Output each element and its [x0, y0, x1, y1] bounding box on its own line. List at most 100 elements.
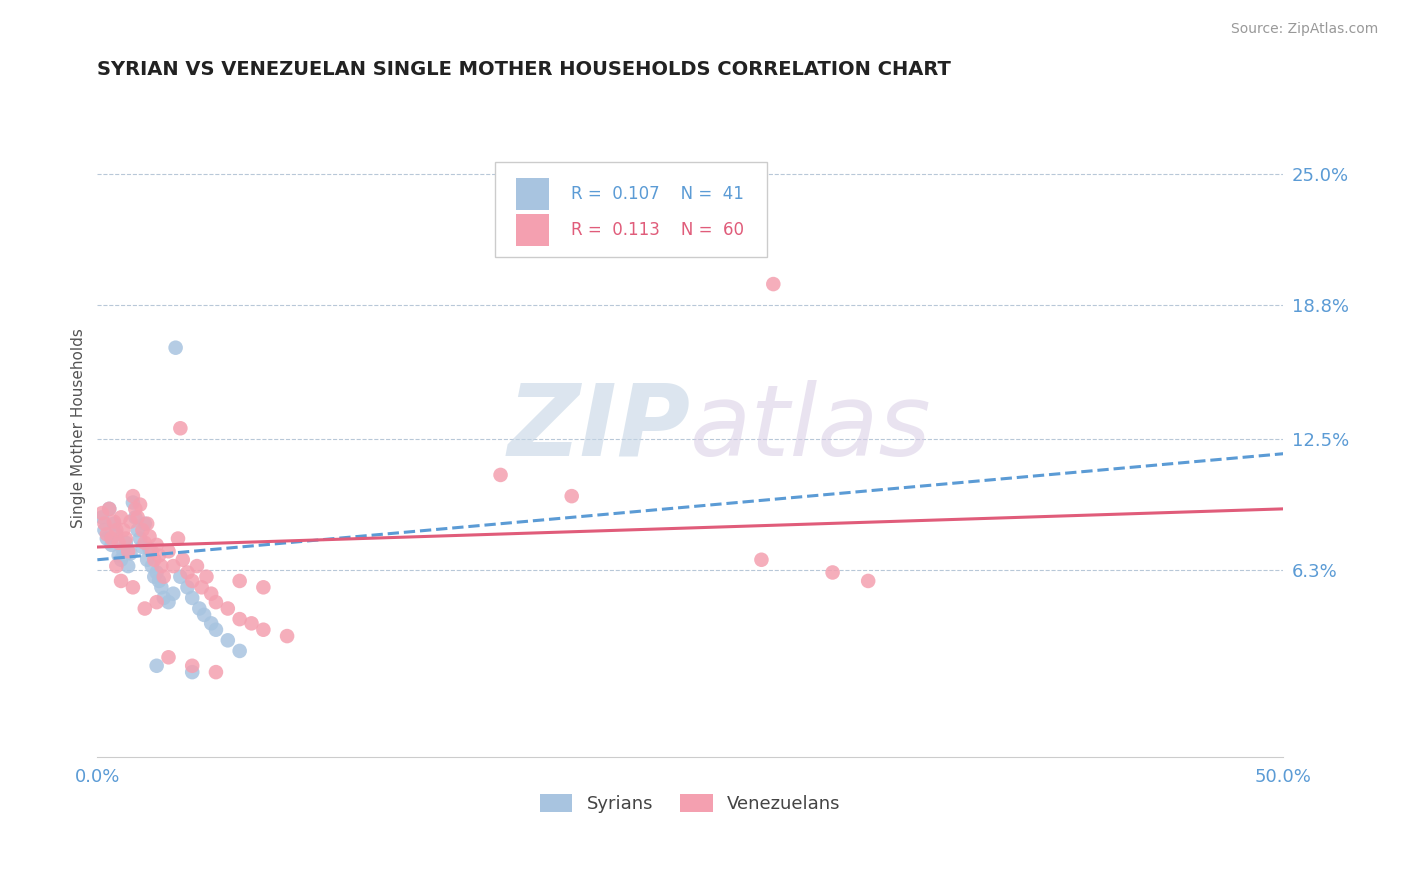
Point [181, 591, 204, 605]
Point [165, 341, 187, 355]
Point [195, 570, 218, 584]
Text: ZIP: ZIP [508, 380, 690, 477]
Point [98, 501, 121, 516]
Point [105, 523, 128, 537]
Point [181, 658, 204, 673]
Point [136, 516, 159, 531]
Point [122, 580, 145, 594]
Point [169, 570, 191, 584]
Point [252, 623, 274, 637]
Point [131, 523, 153, 537]
Point [193, 607, 215, 622]
Text: atlas: atlas [690, 380, 932, 477]
Point [93, 516, 115, 531]
Point [228, 612, 250, 626]
Point [129, 532, 152, 546]
Legend: Syrians, Venezuelans: Syrians, Venezuelans [533, 787, 848, 821]
Point [157, 544, 180, 558]
Point [148, 549, 170, 563]
Point [186, 559, 208, 574]
Point [276, 629, 298, 643]
Point [228, 574, 250, 588]
Point [821, 566, 844, 580]
Point [124, 510, 146, 524]
Point [152, 570, 174, 584]
Point [134, 601, 156, 615]
Point [751, 553, 773, 567]
Point [120, 546, 142, 560]
Point [200, 587, 222, 601]
Point [100, 532, 122, 546]
Point [105, 527, 128, 541]
Point [148, 574, 170, 588]
FancyBboxPatch shape [516, 178, 550, 210]
Point [143, 553, 166, 567]
Point [120, 515, 142, 529]
Point [103, 516, 125, 531]
Point [205, 623, 228, 637]
Point [205, 595, 228, 609]
Point [98, 501, 121, 516]
Point [127, 510, 149, 524]
Point [110, 574, 132, 588]
Point [561, 489, 583, 503]
Point [131, 540, 153, 554]
Point [110, 553, 132, 567]
Point [150, 559, 173, 574]
Point [162, 559, 184, 574]
Point [141, 544, 163, 558]
Point [181, 665, 204, 680]
Point [124, 501, 146, 516]
Point [162, 587, 184, 601]
Point [103, 515, 125, 529]
Point [176, 566, 198, 580]
Point [91, 506, 114, 520]
Point [181, 574, 204, 588]
FancyBboxPatch shape [516, 214, 550, 245]
Point [176, 580, 198, 594]
Point [107, 549, 129, 563]
Y-axis label: Single Mother Households: Single Mother Households [72, 328, 86, 528]
Point [127, 523, 149, 537]
Point [228, 644, 250, 658]
Point [112, 544, 135, 558]
Point [114, 532, 136, 546]
Point [91, 510, 114, 524]
Point [762, 277, 785, 291]
Point [145, 658, 167, 673]
Point [141, 559, 163, 574]
Text: Source: ZipAtlas.com: Source: ZipAtlas.com [1230, 22, 1378, 37]
Point [93, 523, 115, 537]
Text: R =  0.113    N =  60: R = 0.113 N = 60 [571, 220, 744, 239]
Point [157, 595, 180, 609]
Point [122, 489, 145, 503]
Text: R =  0.107    N =  41: R = 0.107 N = 41 [571, 186, 744, 203]
Point [96, 532, 118, 546]
Point [112, 523, 135, 537]
Point [489, 467, 512, 482]
Point [114, 536, 136, 550]
Point [200, 616, 222, 631]
Point [143, 570, 166, 584]
Point [134, 516, 156, 531]
Point [107, 536, 129, 550]
Point [188, 601, 211, 615]
Point [145, 595, 167, 609]
Point [138, 529, 160, 543]
Point [217, 601, 239, 615]
Point [217, 633, 239, 648]
Point [110, 510, 132, 524]
Point [240, 616, 263, 631]
Point [129, 498, 152, 512]
Point [117, 544, 139, 558]
Point [100, 538, 122, 552]
FancyBboxPatch shape [495, 162, 768, 258]
Point [169, 421, 191, 435]
Point [134, 536, 156, 550]
Point [105, 559, 128, 574]
Point [157, 650, 180, 665]
Point [117, 559, 139, 574]
Text: SYRIAN VS VENEZUELAN SINGLE MOTHER HOUSEHOLDS CORRELATION CHART: SYRIAN VS VENEZUELAN SINGLE MOTHER HOUSE… [97, 60, 952, 78]
Point [138, 542, 160, 557]
Point [122, 495, 145, 509]
